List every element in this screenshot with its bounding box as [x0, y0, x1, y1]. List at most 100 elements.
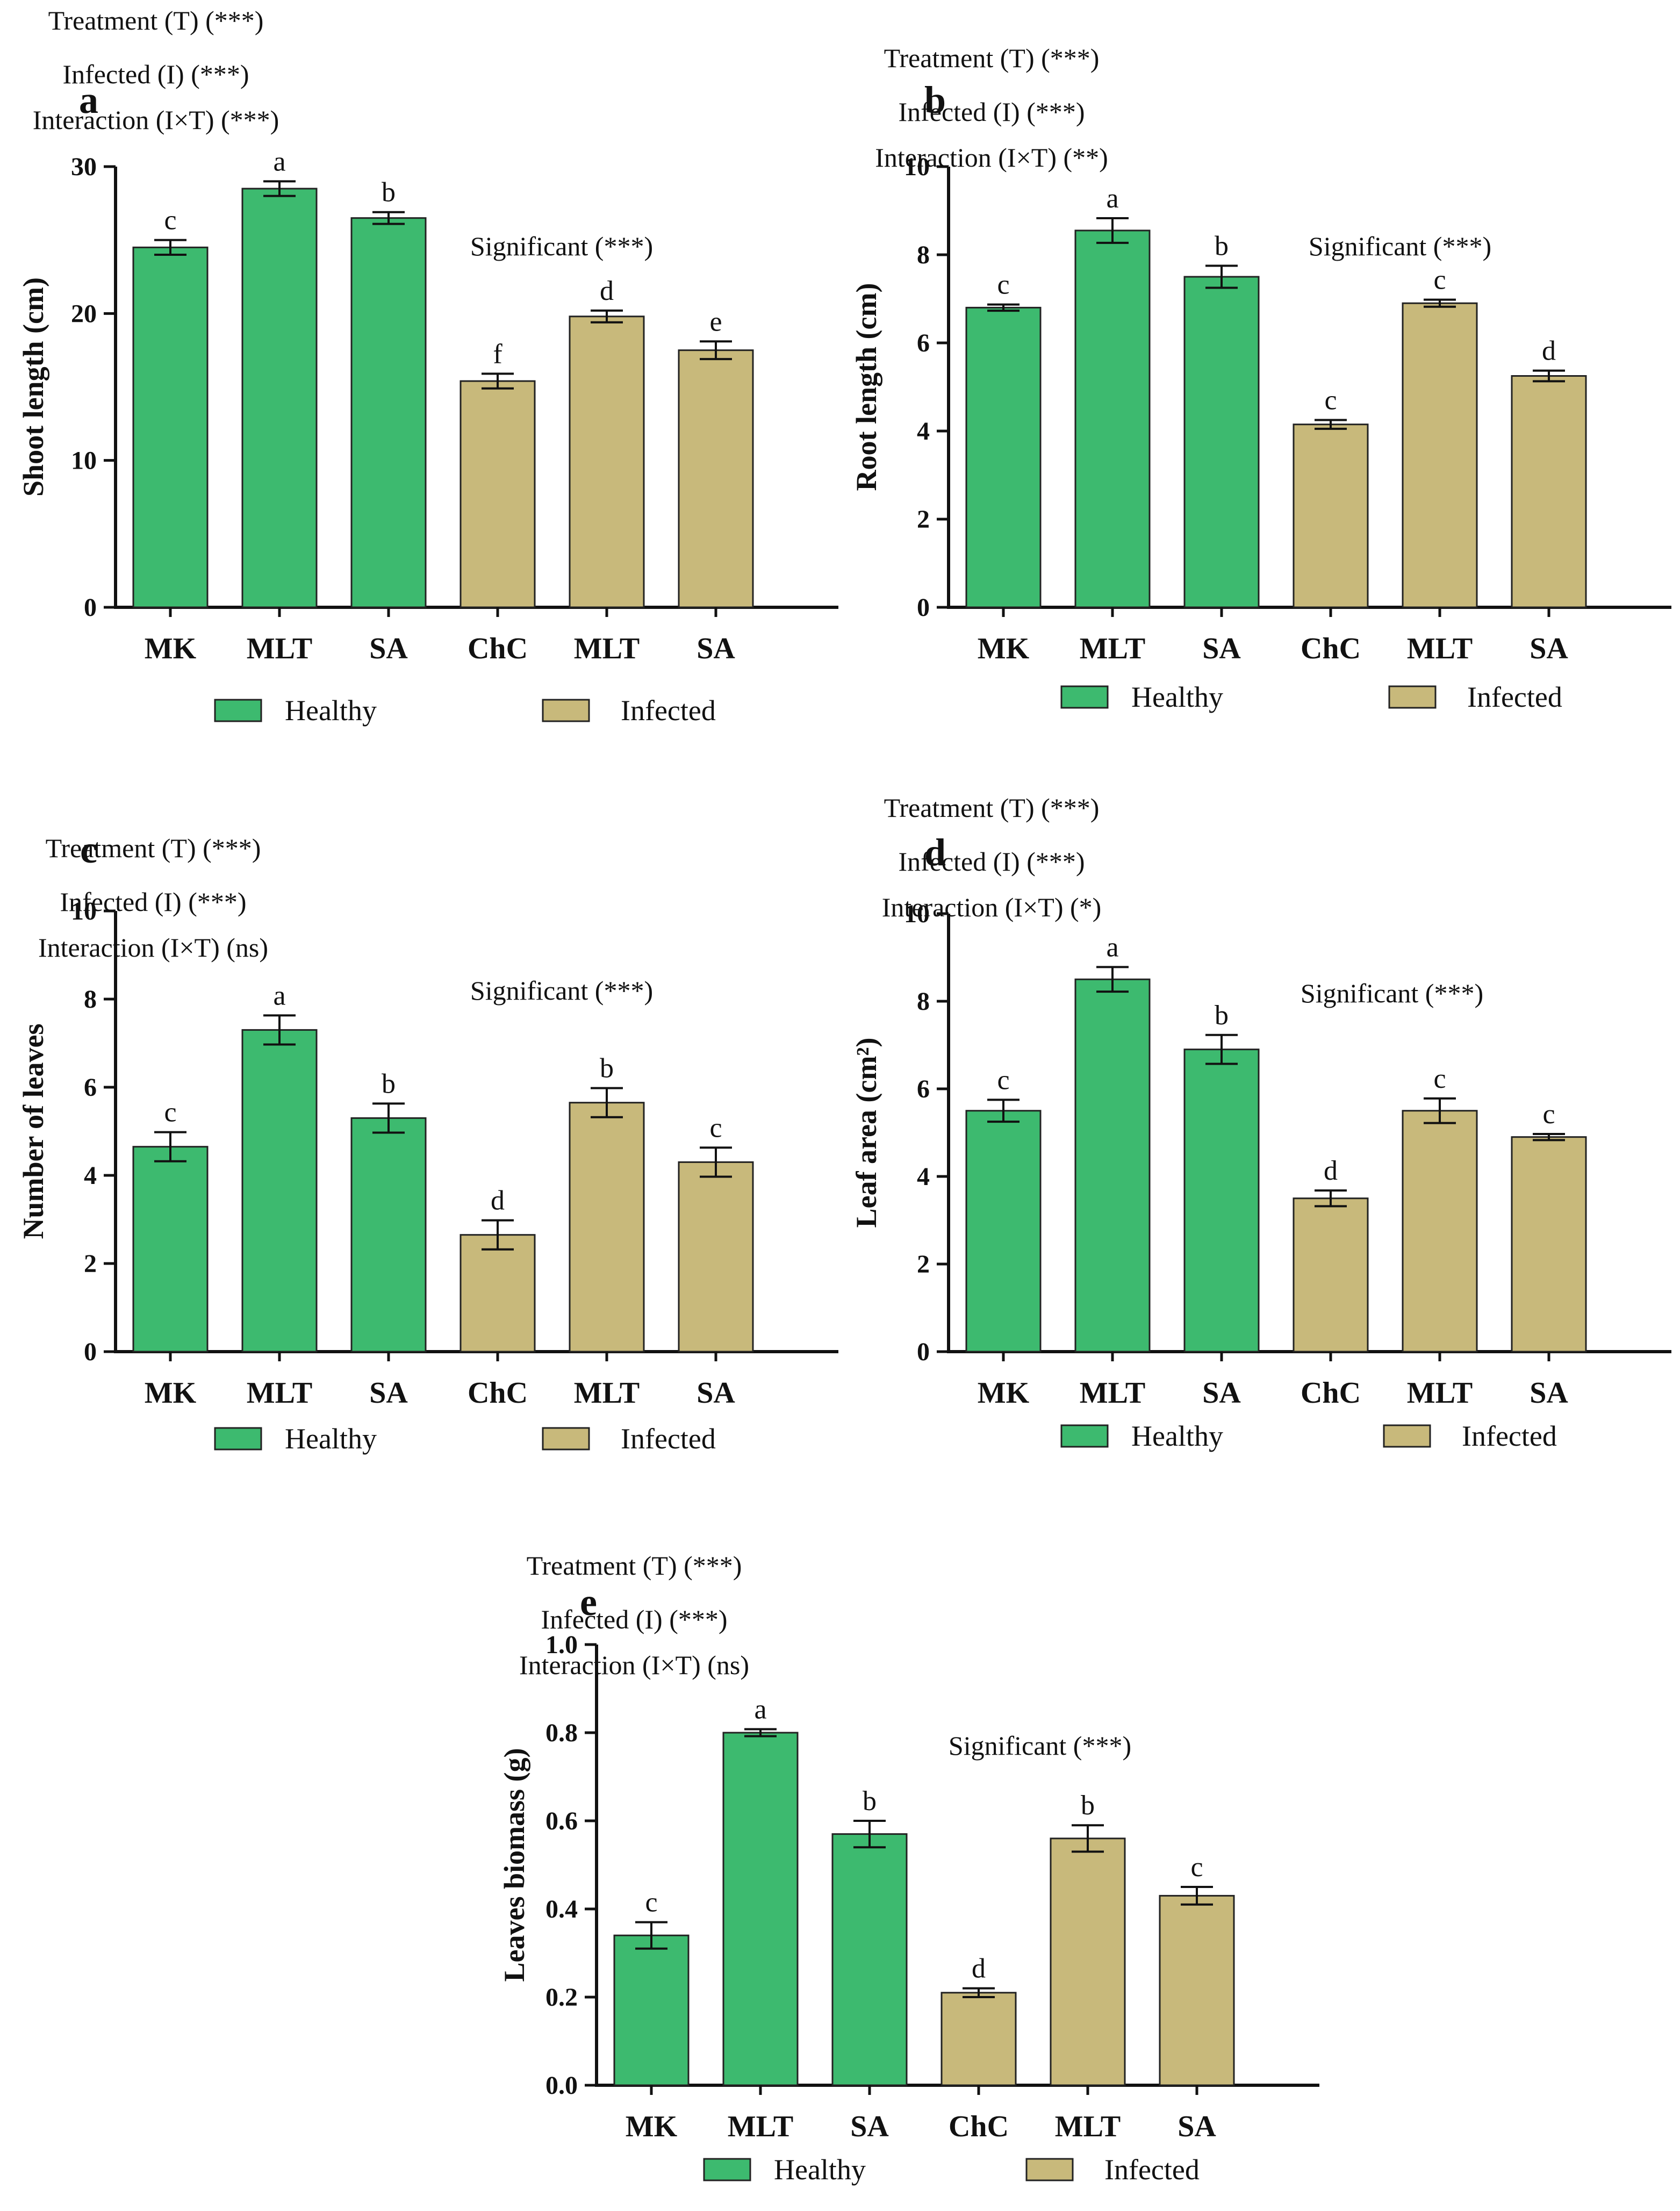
bar: [1159, 1894, 1235, 2086]
legend-label-healthy: Healthy: [285, 694, 377, 727]
significance-letter: a: [1106, 932, 1118, 963]
x-tick-label: SA: [369, 1376, 408, 1410]
y-tick-label: 6: [84, 1073, 97, 1102]
x-tick-label: MK: [626, 2110, 678, 2143]
x-tick-label: SA: [1530, 1376, 1568, 1410]
bar: [613, 1934, 690, 2086]
legend-label-healthy: Healthy: [1131, 1420, 1223, 1452]
y-tick-label: 4: [84, 1161, 97, 1190]
bar: [678, 1161, 754, 1353]
y-tick-label: 10: [71, 897, 97, 925]
bar: [722, 1732, 799, 2086]
legend-swatch-healthy: [1060, 1424, 1109, 1448]
bar: [965, 1110, 1042, 1353]
significance-letter: e: [709, 306, 722, 337]
x-tick-label: ChC: [1301, 632, 1361, 665]
x-tick-label: MLT: [247, 1376, 312, 1410]
significance-letter: c: [164, 1097, 176, 1128]
bar: [1074, 229, 1151, 608]
legend-label-healthy: Healthy: [774, 2153, 866, 2186]
y-tick-label: 6: [917, 1075, 930, 1103]
annotation-line: Treatment (T) (***): [46, 833, 261, 863]
significance-letter: b: [1215, 1000, 1229, 1031]
bar: [965, 306, 1042, 608]
legend-label-infected: Infected: [621, 1423, 716, 1455]
panel-label: a: [79, 78, 98, 121]
significance-letter: a: [273, 980, 285, 1011]
x-tick-label: MK: [145, 632, 197, 665]
significance-letter: a: [1106, 183, 1118, 214]
annotation-line: Infected (I) (***): [62, 59, 249, 89]
bar: [569, 1102, 645, 1353]
bar: [1183, 276, 1260, 608]
x-tick-label: ChC: [1301, 1376, 1361, 1410]
bar: [1074, 978, 1151, 1353]
x-tick-label: ChC: [949, 2110, 1009, 2143]
panel-label: c: [80, 828, 97, 871]
significance-letter: d: [972, 1954, 986, 1984]
legend-swatch-infected: [542, 1427, 590, 1451]
significance-letter: c: [645, 1887, 657, 1918]
x-tick-label: SA: [369, 632, 408, 665]
legend-swatch-healthy: [703, 2158, 751, 2181]
legend-label-infected: Infected: [621, 694, 716, 727]
panel-label: d: [924, 831, 946, 874]
annotation-line: Interaction (I×T) (*): [882, 892, 1102, 922]
panel-label: e: [580, 1581, 597, 1624]
y-tick-label: 30: [71, 153, 97, 181]
x-tick-label: SA: [1178, 2110, 1216, 2143]
y-tick-label: 0.6: [545, 1807, 578, 1835]
y-tick-label: 10: [904, 153, 930, 181]
y-tick-label: 0: [84, 1338, 97, 1366]
legend-swatch-healthy: [214, 1427, 262, 1451]
y-axis-title: Leaf area (cm²): [850, 1037, 882, 1227]
legend-swatch-infected: [1383, 1424, 1431, 1448]
bar: [460, 380, 536, 608]
annotation-line: Infected (I) (***): [541, 1604, 727, 1634]
y-tick-label: 8: [84, 985, 97, 1014]
y-axis-title: Root length (cm): [850, 283, 882, 491]
bar: [460, 1234, 536, 1353]
significance-letter: d: [600, 276, 614, 306]
legend-swatch-infected: [542, 699, 590, 722]
bar: [1402, 1110, 1478, 1353]
significance-label: Significant (***): [949, 1731, 1131, 1761]
significance-letter: b: [1081, 1790, 1095, 1821]
significance-letter: b: [863, 1786, 877, 1817]
significance-label: Significant (***): [1301, 978, 1483, 1008]
significance-letter: c: [997, 1065, 1009, 1095]
significance-letter: b: [1215, 231, 1229, 262]
significance-letter: c: [164, 205, 176, 236]
y-tick-label: 0.0: [545, 2071, 578, 2100]
y-axis-title: Number of leaves: [17, 1024, 49, 1239]
panel-label: b: [924, 78, 946, 121]
bar: [678, 349, 754, 608]
x-tick-label: MLT: [574, 632, 640, 665]
y-tick-label: 10: [71, 447, 97, 475]
x-tick-label: MLT: [1080, 632, 1145, 665]
x-tick-label: MLT: [574, 1376, 640, 1410]
bar: [940, 1992, 1017, 2086]
x-tick-label: MLT: [247, 632, 312, 665]
bar: [1293, 1197, 1369, 1353]
bar: [132, 246, 209, 608]
bar: [1050, 1837, 1126, 2086]
x-tick-label: MLT: [1407, 632, 1473, 665]
significance-letter: c: [1190, 1852, 1203, 1883]
x-tick-label: MLT: [728, 2110, 793, 2143]
significance-letter: c: [997, 270, 1009, 300]
x-tick-label: MLT: [1055, 2110, 1121, 2143]
significance-letter: c: [1433, 1064, 1446, 1094]
significance-letter: d: [1542, 336, 1556, 367]
y-tick-label: 0.2: [545, 1983, 578, 2012]
legend-swatch-infected: [1388, 685, 1437, 709]
x-tick-label: SA: [850, 2110, 889, 2143]
x-tick-label: MK: [145, 1376, 197, 1410]
y-tick-label: 2: [84, 1250, 97, 1278]
legend-label-infected: Infected: [1104, 2153, 1200, 2186]
x-tick-label: SA: [697, 632, 735, 665]
significance-letter: c: [1542, 1099, 1555, 1130]
annotation-line: Interaction (I×T) (**): [875, 142, 1108, 173]
